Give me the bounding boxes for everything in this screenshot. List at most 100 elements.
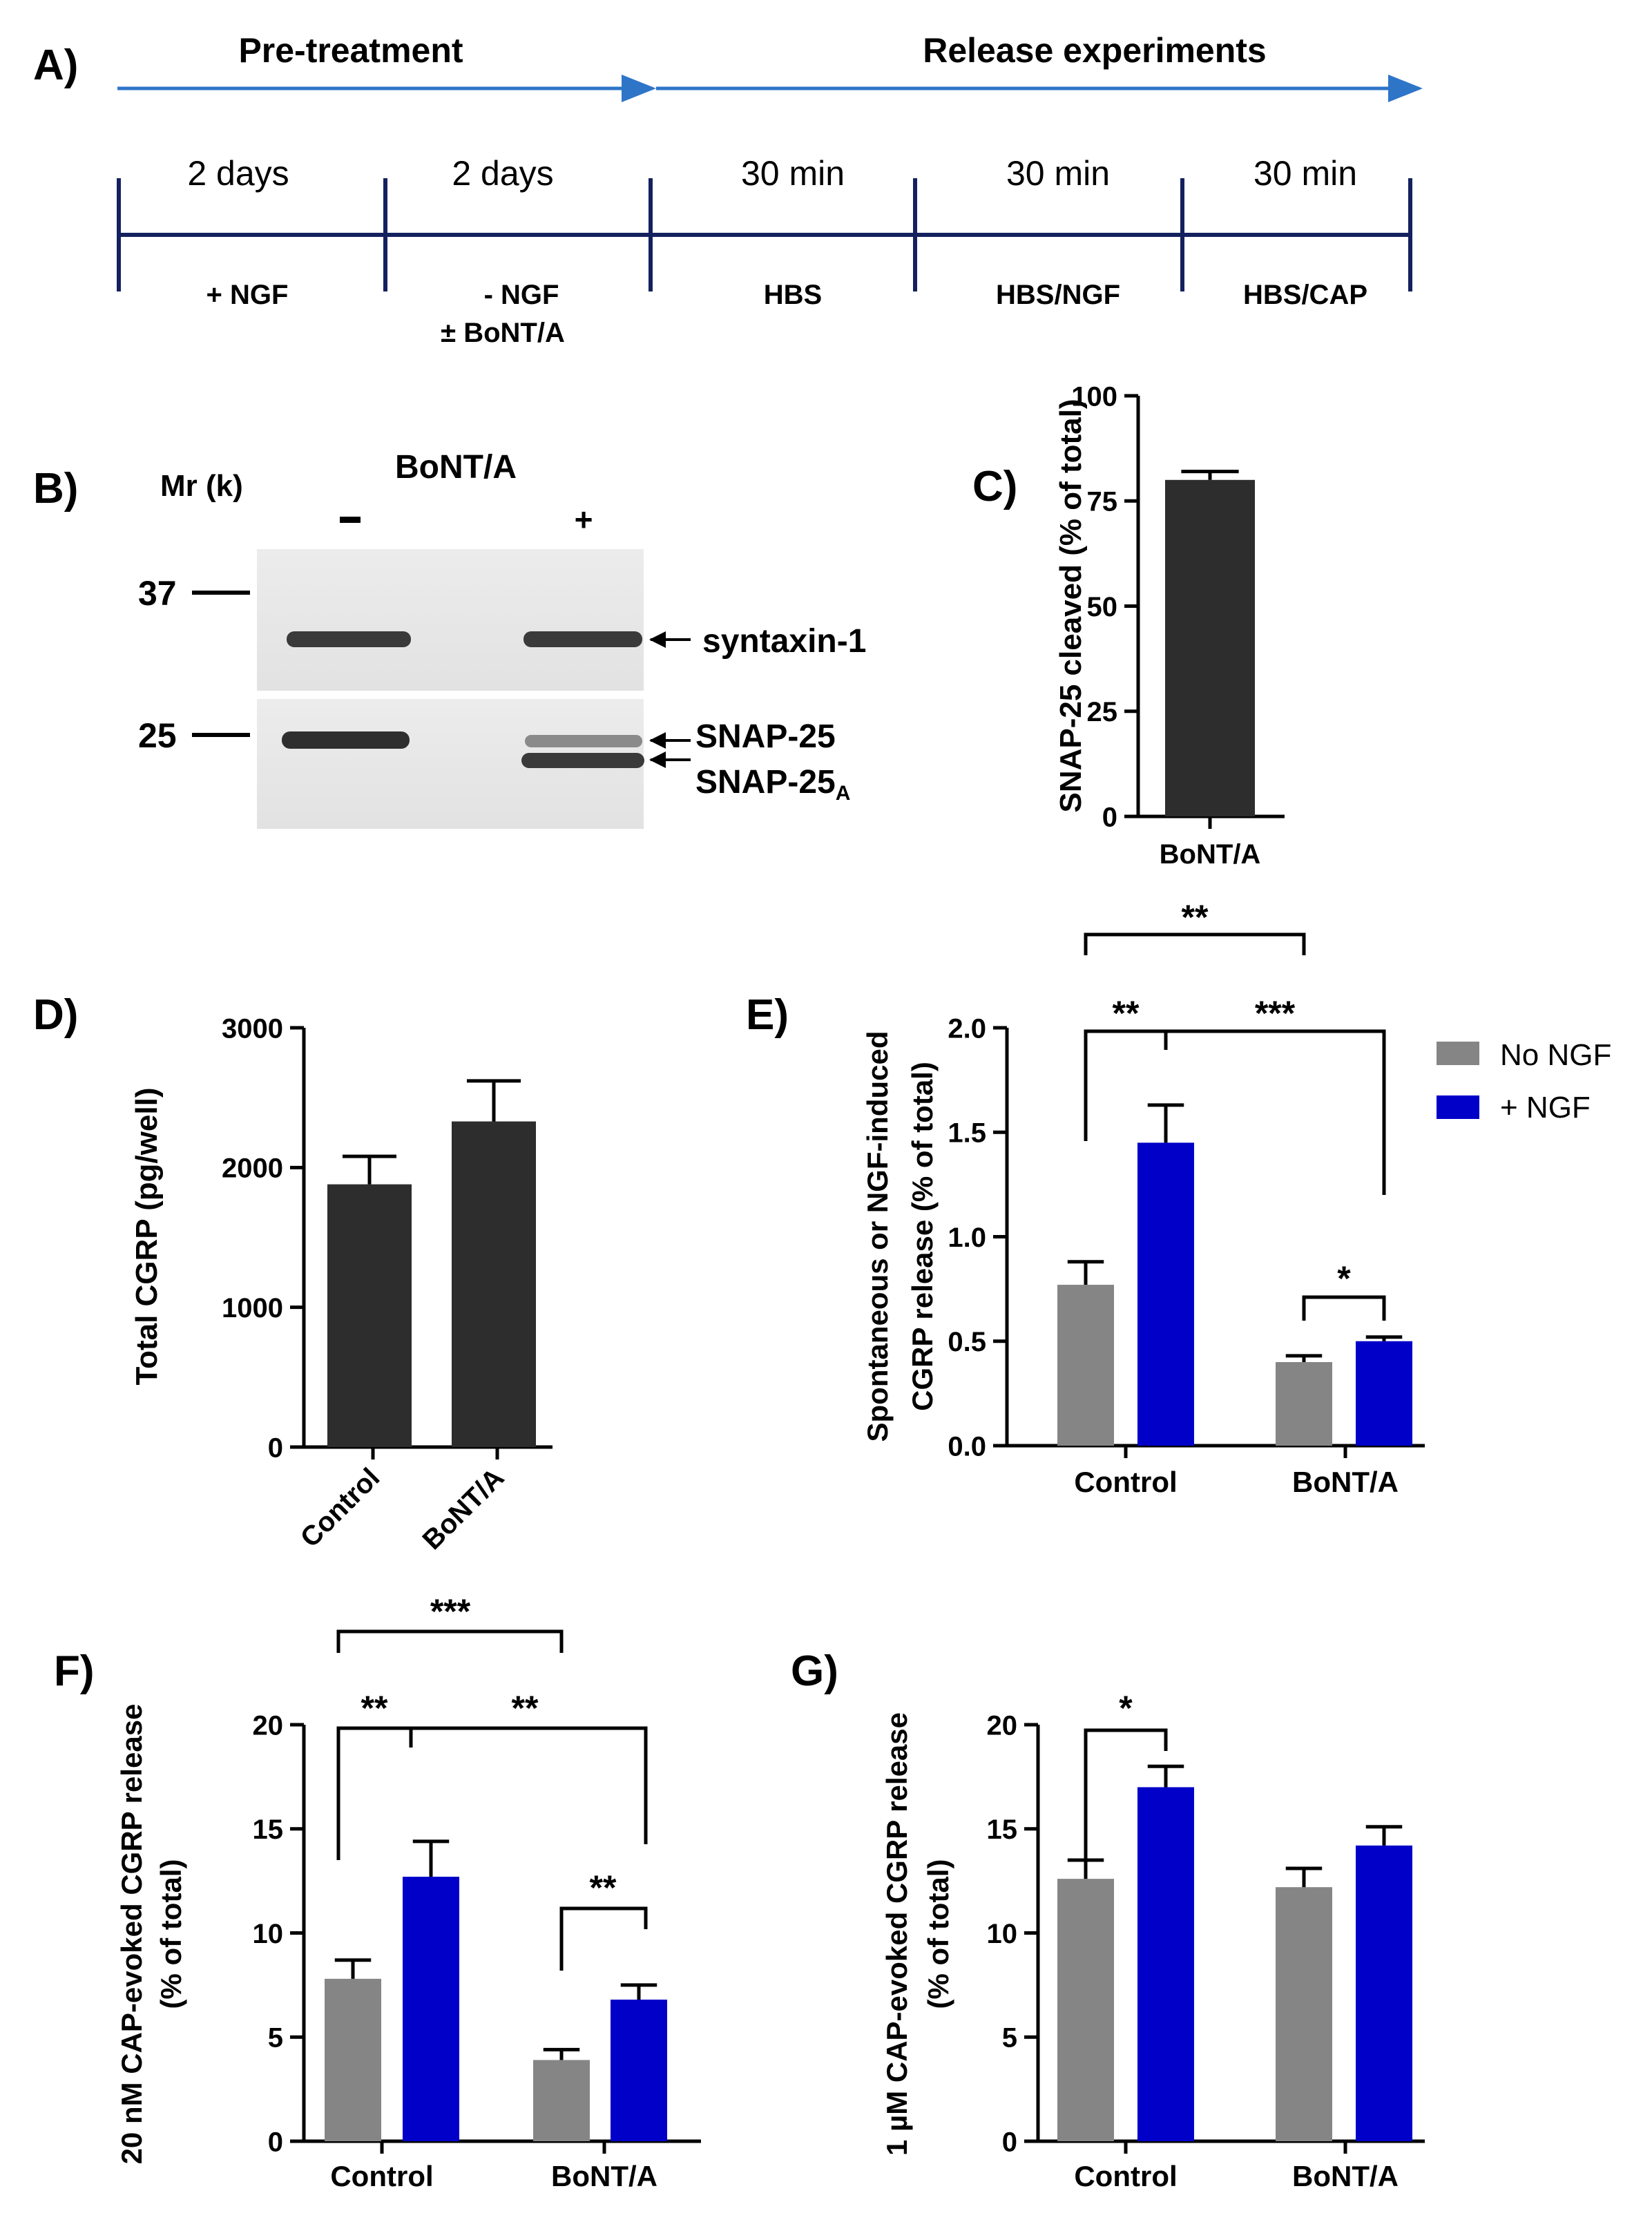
x-tick-label: BoNT/A: [1160, 839, 1261, 870]
significance-label: ***: [1255, 994, 1296, 1033]
chart-f-20nm-cap-release: 0 5 10 15 20 20 nM CAP-evoked CGRP release (% …: [115, 1592, 701, 2192]
significance-label: **: [590, 1868, 617, 1907]
condition-2-extra: ± BoNT/A: [441, 318, 565, 348]
bar-no-ngf: [1276, 1887, 1332, 2141]
y-axis-label: (% of total): [155, 1859, 187, 2009]
chart-g-1um-cap-release: 0 5 10 15 20 1 µM CAP-evoked CGRP release (% o…: [881, 1689, 1425, 2192]
y-tick-label: 0: [268, 2127, 283, 2157]
significance-bracket: [559, 1906, 648, 1971]
phase-label-release: Release experiments: [923, 31, 1267, 70]
panel-b: B) Mr (k) BoNT/A + 37 25 syntaxin-1 SNAP…: [33, 449, 866, 829]
band-label-snap25a: SNAP-25A: [695, 764, 850, 805]
panel-label-g: G): [791, 1647, 838, 1695]
panel-label-f: F): [54, 1647, 95, 1695]
significance-bracket: [336, 1726, 413, 1860]
panel-a: A) Pre-treatment Release experiments 2 d…: [33, 31, 1423, 348]
significance-bracket: [1084, 932, 1306, 955]
significance-bracket: [1302, 1295, 1386, 1321]
x-tick-label: Control: [1074, 2160, 1177, 2192]
bar-no-ngf: [533, 2060, 590, 2141]
bar-plus-ngf: [403, 1877, 459, 2141]
y-tick-label: 1.5: [948, 1118, 986, 1149]
significance-bracket: [1084, 1728, 1168, 1860]
blot-upper-strip: [257, 549, 644, 691]
condition-4: HBS/NGF: [996, 280, 1120, 310]
significance-label: **: [512, 1689, 539, 1727]
duration-4: 30 min: [1006, 154, 1110, 193]
y-tick-label: 10: [987, 1919, 1018, 1949]
y-axis-label: SNAP-25 cleaved (% of total): [1054, 399, 1088, 812]
x-tick-label: Control: [1074, 1466, 1177, 1498]
y-tick-label: 0: [268, 1433, 283, 1463]
condition-1: + NGF: [206, 280, 289, 310]
significance-label: **: [1113, 994, 1140, 1033]
band-label-snap25: SNAP-25: [695, 718, 836, 755]
x-tick-label: Control: [295, 1462, 386, 1553]
panel-label-d: D): [33, 991, 78, 1039]
bar-plus-ngf: [611, 1999, 667, 2141]
y-tick-label: 10: [253, 1919, 284, 1949]
y-tick-label: 50: [1087, 592, 1118, 622]
significance-label: *: [1337, 1259, 1351, 1298]
legend-label-plus-ngf: + NGF: [1500, 1091, 1591, 1124]
bar: [452, 1121, 536, 1447]
x-tick-label: BoNT/A: [417, 1462, 510, 1555]
duration-5: 30 min: [1254, 154, 1357, 193]
x-tick-label: BoNT/A: [551, 2160, 657, 2192]
bar-no-ngf: [1057, 1879, 1114, 2141]
significance-label: *: [1119, 1689, 1133, 1727]
chart-d-total-cgrp: 0 1000 2000 3000 Total CGRP (pg/well) Control…: [130, 1013, 553, 1555]
y-tick-label: 75: [1087, 487, 1118, 517]
duration-3: 30 min: [741, 154, 845, 193]
bar-plus-ngf: [1137, 1787, 1194, 2141]
legend-label-no-ngf: No NGF: [1500, 1038, 1611, 1072]
y-axis-label: 1 µM CAP-evoked CGRP release: [881, 1712, 913, 2156]
significance-label: **: [361, 1689, 388, 1727]
y-tick-label: 0: [1002, 2127, 1017, 2157]
y-tick-label: 15: [987, 1815, 1018, 1845]
y-tick-label: 1.0: [948, 1223, 986, 1253]
y-tick-label: 20: [253, 1710, 284, 1741]
significance-bracket: [336, 1629, 564, 1653]
bar-plus-ngf: [1356, 1341, 1412, 1446]
lane-plus-sign: +: [575, 501, 593, 537]
y-axis-label: (% of total): [922, 1859, 954, 2009]
legend: No NGF + NGF: [1437, 1038, 1611, 1124]
panel-label-a: A): [33, 41, 78, 89]
x-tick-label: BoNT/A: [1292, 1466, 1399, 1498]
bar-plus-ngf: [1137, 1142, 1194, 1446]
panel-label-c: C): [972, 463, 1017, 510]
chart-e-spontaneous-release: 0.0 0.5 1.0 1.5 2.0 Spontaneous or NGF-induce…: [861, 898, 1425, 1498]
significance-bracket: [409, 1726, 648, 1844]
duration-2: 2 days: [452, 154, 553, 193]
bar-no-ngf: [1276, 1362, 1332, 1446]
significance-bracket: [1084, 1029, 1168, 1141]
y-tick-label: 25: [1087, 697, 1118, 727]
significance-bracket: [1164, 1029, 1386, 1195]
bar-plus-ngf: [1356, 1845, 1412, 2141]
panel-label-e: E): [746, 991, 789, 1039]
legend-swatch-no-ngf: [1437, 1042, 1479, 1065]
band-label-syntaxin: syntaxin-1: [702, 623, 866, 660]
band-label-snap25a-subscript: A: [836, 782, 851, 805]
legend-swatch-plus-ngf: [1437, 1095, 1479, 1119]
y-tick-label: 15: [253, 1815, 284, 1845]
y-tick-label: 0.5: [948, 1327, 986, 1357]
y-tick-label: 0: [1102, 802, 1117, 832]
blot-mr-label: Mr (k): [160, 469, 243, 503]
bar: [327, 1184, 412, 1447]
significance-label: ***: [430, 1592, 471, 1631]
marker-37-label: 37: [138, 574, 177, 613]
y-axis-label: 20 nM CAP-evoked CGRP release: [115, 1704, 148, 2165]
marker-25-label: 25: [138, 716, 177, 755]
y-axis-label: CGRP release (% of total): [906, 1062, 939, 1411]
condition-3: HBS: [764, 280, 822, 310]
panel-label-b: B): [33, 465, 78, 513]
timeline-ticks: [117, 178, 1412, 291]
condition-2: - NGF: [484, 280, 559, 310]
y-axis-label: Spontaneous or NGF-induced: [861, 1031, 894, 1442]
bar-no-ngf: [1057, 1285, 1114, 1446]
blot-title: BoNT/A: [395, 449, 517, 486]
